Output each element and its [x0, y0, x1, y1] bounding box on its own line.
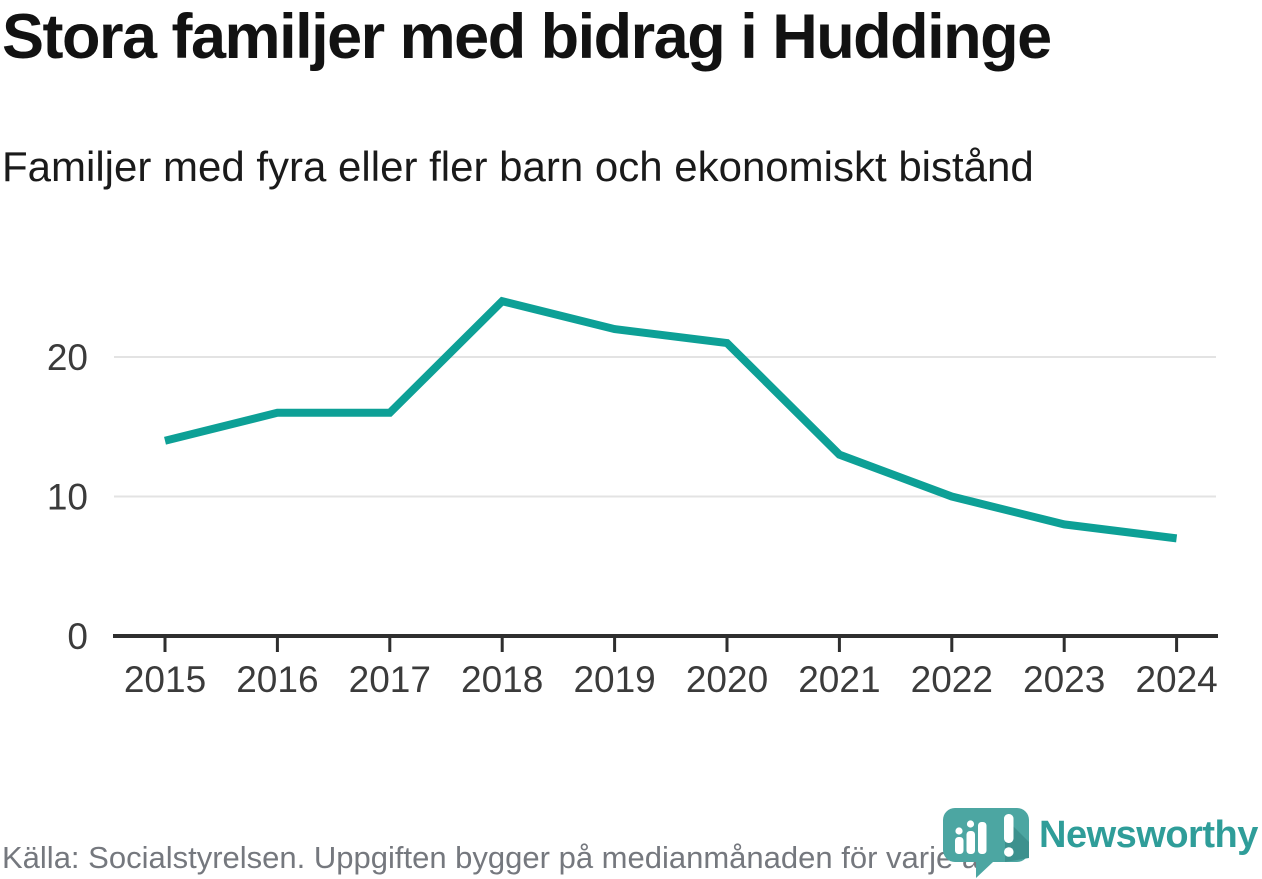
newsworthy-logo: Newsworthy	[942, 805, 1258, 879]
y-axis-labels: 0 10 20	[47, 337, 88, 657]
x-tick-label-2018: 2018	[461, 659, 543, 700]
x-tick-label-2022: 2022	[911, 659, 993, 700]
x-tick-label-2017: 2017	[349, 659, 431, 700]
logo-bar-3	[978, 822, 987, 854]
x-axis	[113, 634, 1218, 652]
chart-title: Stora familjer med bidrag i Huddinge	[2, 2, 1052, 72]
logo-bar-1	[955, 837, 964, 854]
logo-dot-1	[955, 827, 963, 835]
x-tick-label-2016: 2016	[236, 659, 318, 700]
logo-dot-2	[966, 820, 975, 828]
x-tick-label-2021: 2021	[798, 659, 880, 700]
gridlines	[114, 356, 1216, 498]
y-tick-label-0: 0	[67, 616, 88, 657]
chart-subtitle: Familjer med fyra eller fler barn och ek…	[2, 143, 1034, 190]
logo-exclamation-dot	[1004, 847, 1014, 857]
x-tick-label-2023: 2023	[1023, 659, 1105, 700]
newsworthy-bubble-barchart-icon	[943, 808, 1029, 878]
x-axis-labels: 2015 2016 2017 2018 2019 2020 2021 2022 2023 2024	[124, 659, 1218, 700]
newsworthy-wordmark: Newsworthy	[1039, 814, 1258, 856]
y-tick-label-10: 10	[47, 477, 88, 518]
series-line	[164, 296, 1178, 543]
source-note: Källa: Socialstyrelsen. Uppgiften bygger…	[2, 840, 990, 875]
x-tick-label-2024: 2024	[1135, 659, 1217, 700]
logo-exclamation-bar	[1004, 814, 1014, 843]
x-tick-label-2019: 2019	[573, 659, 655, 700]
x-tick-label-2020: 2020	[686, 659, 768, 700]
logo-bar-2	[966, 831, 975, 854]
x-tick-label-2015: 2015	[124, 659, 206, 700]
y-tick-label-20: 20	[47, 337, 88, 378]
data-line	[164, 296, 1178, 543]
